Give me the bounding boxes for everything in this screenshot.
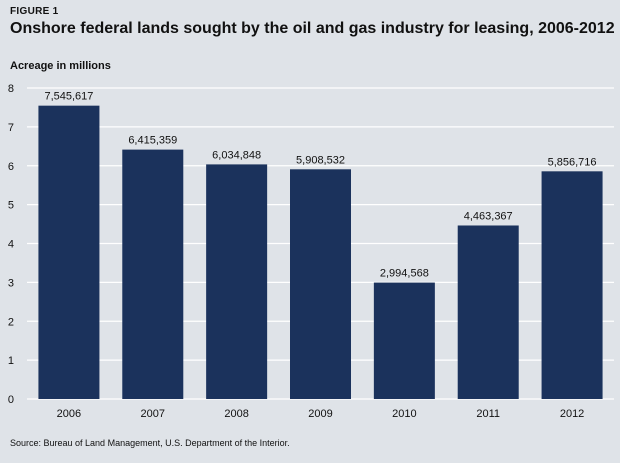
bar-2012 [541, 171, 603, 399]
x-tick-label: 2011 [476, 408, 500, 420]
y-tick-label: 0 [8, 394, 14, 406]
data-label-2009: 5,908,532 [296, 154, 345, 166]
source-note: Source: Bureau of Land Management, U.S. … [10, 438, 290, 448]
x-tick-label: 2012 [560, 408, 584, 420]
bar-2010 [373, 282, 435, 399]
data-label-2007: 6,415,359 [128, 135, 177, 147]
data-label-2012: 5,856,716 [548, 156, 597, 168]
data-label-2011: 4,463,367 [464, 210, 513, 222]
bar-2007 [122, 149, 184, 399]
y-tick-label: 7 [8, 122, 14, 134]
data-label-2006: 7,545,617 [44, 91, 93, 103]
x-tick-label: 2006 [57, 408, 81, 420]
y-tick-label: 2 [8, 316, 14, 328]
axis-ticks: 0 1 2 3 4 5 6 7 8 2006 2007 2008 2009 2010 2011 2012 [8, 83, 584, 420]
x-tick-label: 2009 [308, 408, 332, 420]
figure-label: FIGURE 1 [10, 6, 59, 17]
bars [38, 105, 603, 400]
chart-title: Onshore federal lands sought by the oil … [10, 20, 615, 37]
x-tick-label: 2007 [141, 408, 165, 420]
y-tick-label: 8 [8, 83, 14, 95]
x-tick-label: 2008 [224, 408, 248, 420]
x-tick-label: 2010 [392, 408, 416, 420]
data-label-2010: 2,994,568 [380, 268, 429, 280]
y-tick-label: 5 [8, 200, 14, 212]
bar-2006 [38, 105, 100, 400]
y-tick-label: 1 [8, 355, 14, 367]
y-tick-label: 6 [8, 161, 14, 173]
bar-2011 [457, 225, 519, 399]
bar-2009 [290, 169, 351, 399]
bar-2008 [206, 164, 268, 399]
data-label-2008: 6,034,848 [212, 149, 261, 161]
data-labels: 7,545,617 6,415,359 6,034,848 5,908,532 2,99… [44, 91, 596, 280]
y-axis-label: Acreage in millions [10, 60, 111, 72]
y-tick-label: 3 [8, 277, 14, 289]
y-tick-label: 4 [8, 239, 14, 251]
